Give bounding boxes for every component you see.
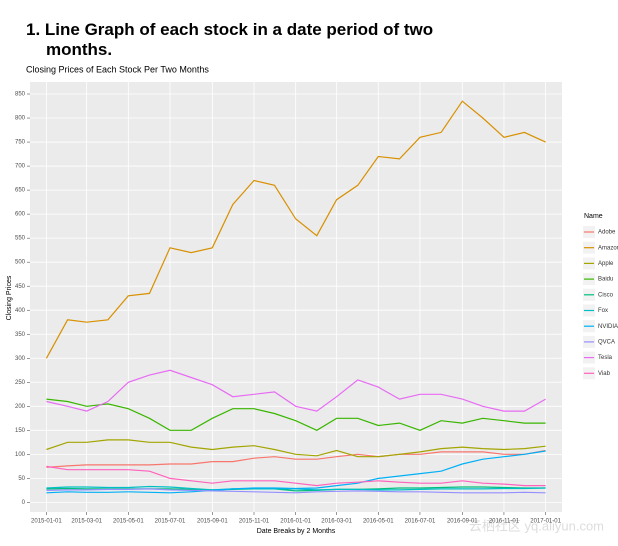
x-tick-label: 2016-09-01 [447,519,478,525]
y-tick-label: 150 [15,428,26,434]
y-tick-label: 50 [18,476,25,482]
x-tick-label: 2015-03-01 [71,519,102,525]
series-line [46,369,546,412]
y-tick-label: 250 [15,380,26,386]
y-tick-label: 700 [15,164,26,170]
series-line [46,488,546,494]
x-tick-label: 2015-05-01 [113,519,144,525]
watermark: 云栖社区 yq.aliyun.com [469,518,604,533]
legend-label: Adobe [598,230,616,236]
x-tick-label: 2015-09-01 [197,519,228,525]
legend-label: Cisco [598,292,614,298]
y-tick-label: 400 [15,308,26,314]
y-tick-label: 450 [15,284,26,290]
legend-title: Name [584,213,603,220]
x-tick-label: 2015-01-01 [31,519,62,525]
x-tick-label: 2016-03-01 [321,519,352,525]
series-line [46,465,546,487]
y-tick-label: 750 [15,140,26,146]
legend-label: NVIDIA [598,324,618,330]
series-line [46,450,546,494]
y-tick-label: 800 [15,116,26,122]
series-line [46,449,546,468]
chart-title: Closing Prices of Each Stock Per Two Mon… [26,64,209,74]
y-axis-label: Closing Prices [6,275,13,320]
y-tick-label: 100 [15,452,26,458]
legend-label: Apple [598,261,614,267]
legend-label: Tesla [598,355,613,361]
legend-label: Baidu [598,277,613,283]
y-tick-label: 500 [15,260,26,266]
y-tick-label: 600 [15,212,26,218]
legend-label: Amazon [598,245,618,251]
x-tick-label: 2016-01-01 [280,519,311,525]
x-tick-label: 2016-11-01 [489,519,520,525]
y-tick-label: 850 [15,92,26,98]
x-axis-label: Date Breaks by 2 Months [257,528,336,535]
y-tick-label: 350 [15,332,26,338]
series-line [45,100,546,359]
legend-label: QVCA [598,339,615,345]
series-line [46,439,546,458]
x-tick-label: 2017-01-01 [530,519,561,525]
x-tick-label: 2016-05-01 [363,519,394,525]
series-line [46,398,546,431]
x-tick-label: 2015-07-01 [155,519,186,525]
y-tick-label: 0 [22,500,26,506]
heading: 1. Line Graph of each stock in a date pe… [26,20,434,59]
legend-label: Viab [598,371,611,377]
y-tick-label: 200 [15,404,26,410]
y-tick-label: 300 [15,356,26,362]
x-tick-label: 2016-07-01 [405,519,436,525]
x-tick-label: 2015-11-01 [239,519,270,525]
y-tick-label: 550 [15,236,26,242]
y-tick-label: 650 [15,188,26,194]
legend-label: Fox [598,308,608,314]
